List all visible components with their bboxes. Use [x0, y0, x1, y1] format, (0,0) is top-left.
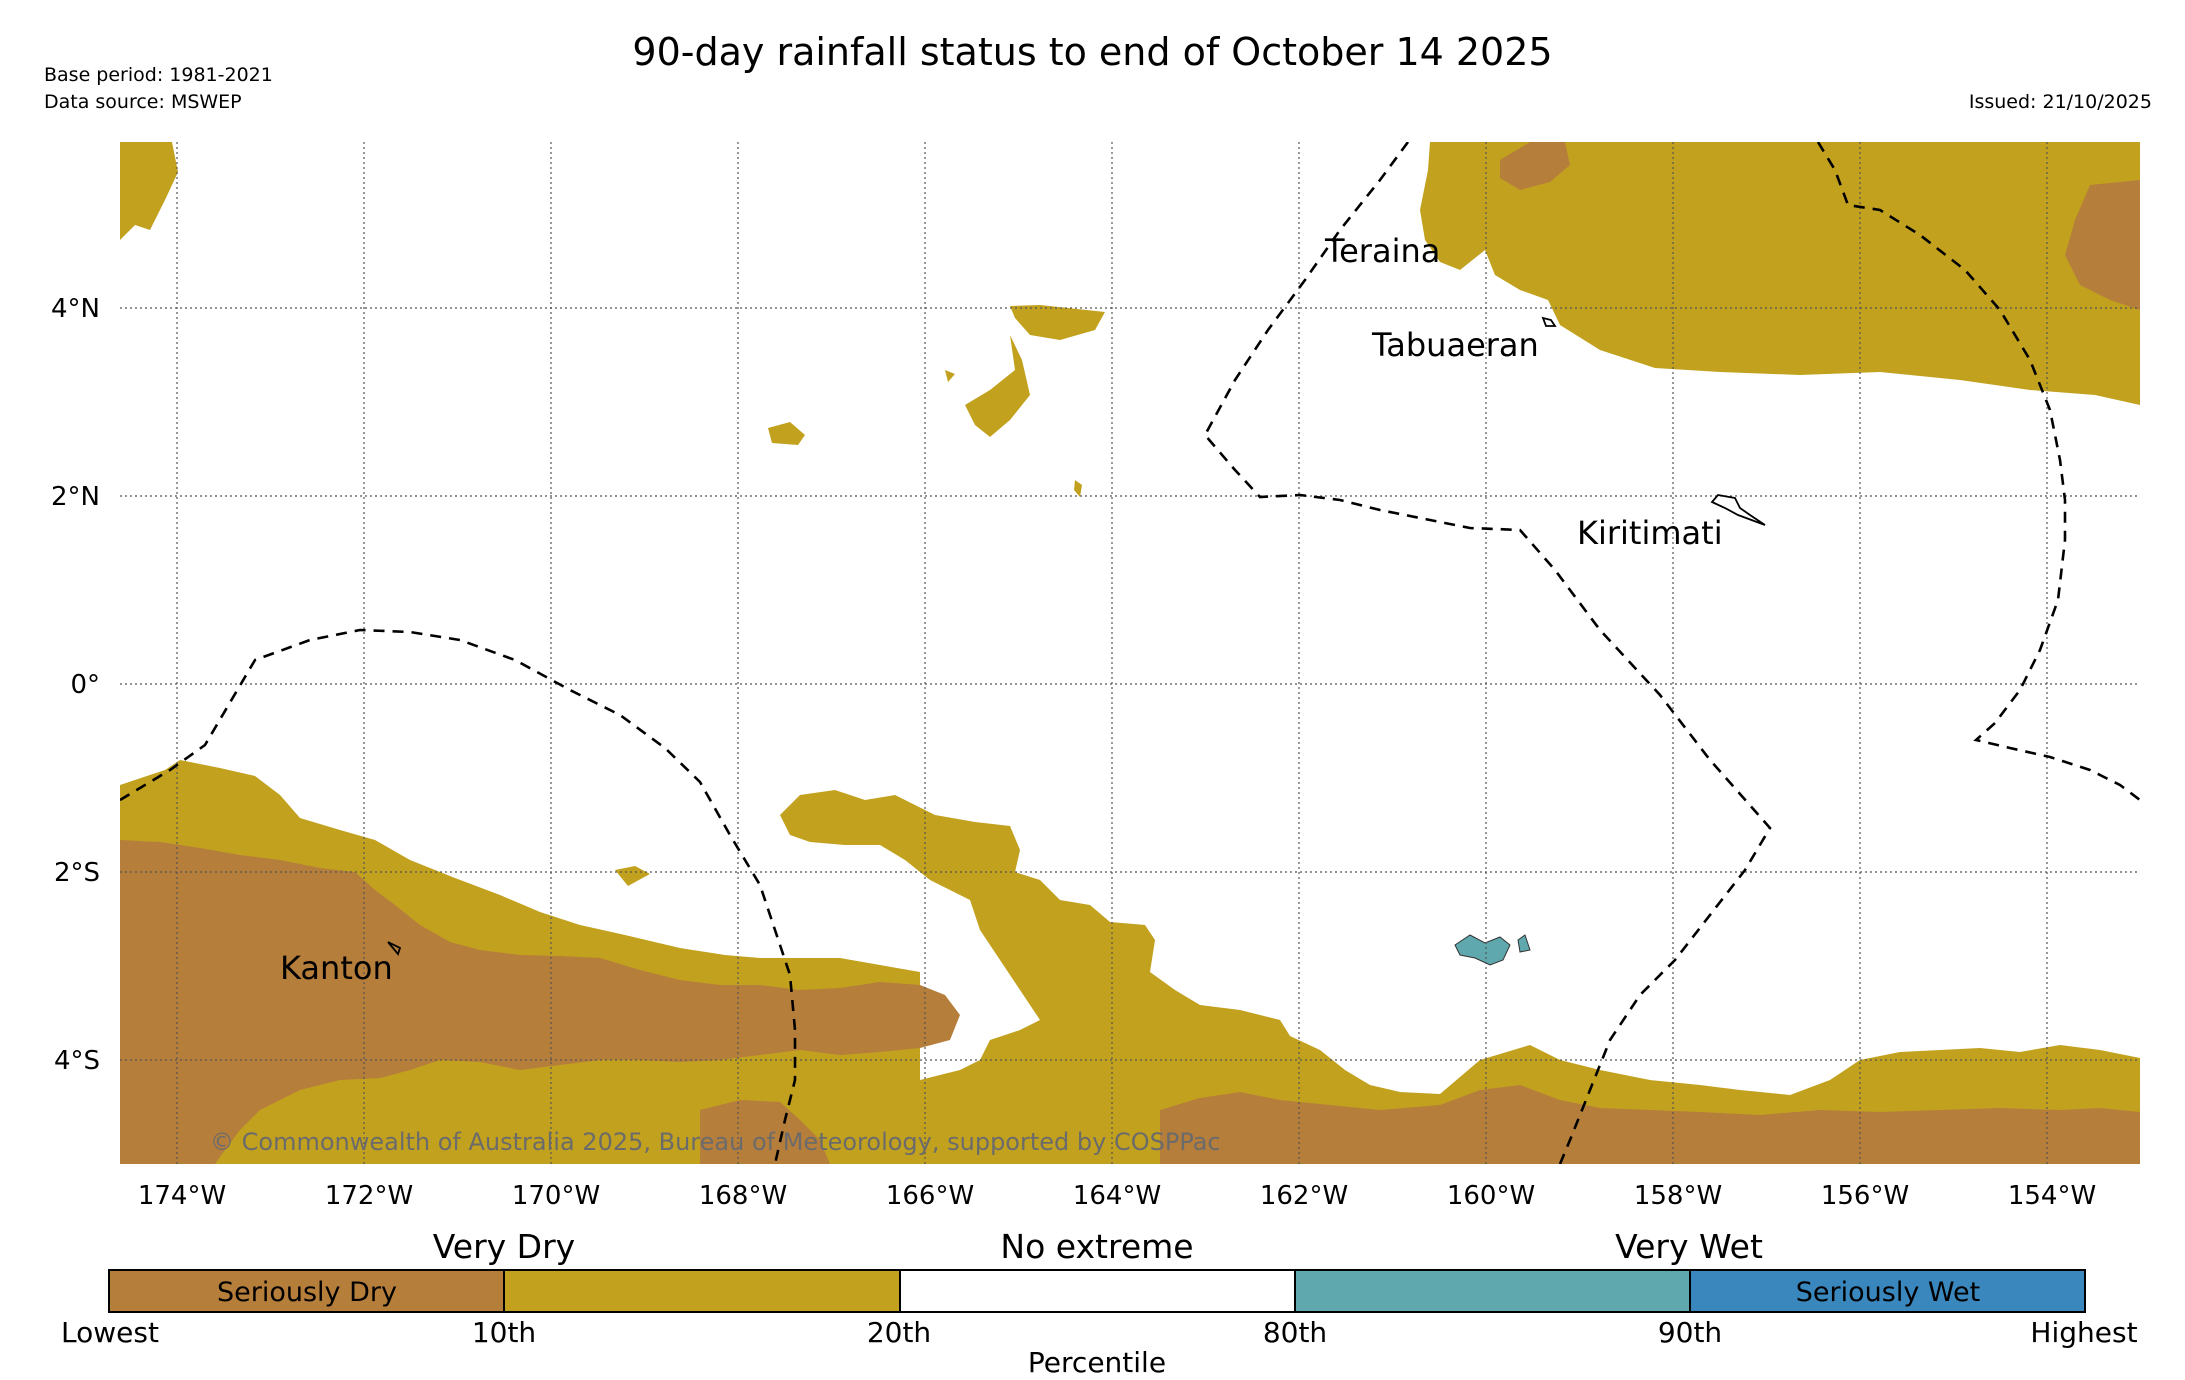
legend-tick: 20th	[867, 1316, 931, 1349]
lon-label: 168°W	[699, 1181, 787, 1211]
lon-label: 154°W	[2008, 1181, 2096, 1211]
legend-tick: 10th	[472, 1316, 536, 1349]
seriously-dry-region-west	[120, 840, 960, 1164]
lon-label: 174°W	[138, 1181, 226, 1211]
legend-swatch-seriously-dry	[108, 1269, 505, 1313]
lat-label: 4°S	[54, 1046, 100, 1076]
lon-label: 156°W	[1821, 1181, 1909, 1211]
very-dry-patch-5	[1074, 480, 1082, 497]
lat-label: 2°S	[54, 858, 100, 888]
seriously-dry-region-south-central	[700, 1100, 830, 1164]
lon-label: 162°W	[1260, 1181, 1348, 1211]
map-area: © Commonwealth of Australia 2025, Bureau…	[120, 142, 2140, 1164]
legend-tick: 80th	[1263, 1316, 1327, 1349]
very-dry-region-northeast	[1420, 142, 2140, 405]
legend-tick: Highest	[2030, 1316, 2137, 1349]
seriously-dry-regions	[120, 142, 2140, 1164]
copyright-notice: © Commonwealth of Australia 2025, Bureau…	[210, 1128, 1221, 1156]
legend-group-labels: Very Dry No extreme Very Wet	[433, 1227, 1763, 1266]
legend: Very Dry No extreme Very Wet Seriously D…	[61, 1227, 2138, 1379]
lon-label: 160°W	[1447, 1181, 1535, 1211]
legend-swatch-very-wet	[1294, 1269, 1691, 1313]
header-meta: Base period: 1981-2021 Data source: MSWE…	[44, 62, 273, 116]
place-label-kanton: Kanton	[280, 949, 393, 987]
very-dry-region-northwest-corner	[120, 142, 178, 240]
legend-ticks: Lowest 10th 20th 80th 90th Highest	[61, 1316, 2138, 1349]
island-kiritimati-outline	[1710, 494, 1766, 526]
island-outlines	[387, 316, 1766, 956]
data-source: Data source: MSWEP	[44, 91, 242, 113]
lon-label: 166°W	[886, 1181, 974, 1211]
legend-group-very-wet: Very Wet	[1615, 1227, 1763, 1266]
legend-label-seriously-wet: Seriously Wet	[1796, 1277, 1980, 1308]
very-dry-patch-3	[768, 422, 805, 445]
base-period: Base period: 1981-2021	[44, 64, 273, 86]
very-wet-regions	[1454, 934, 1531, 966]
very-dry-region-central	[780, 790, 2140, 1164]
legend-colorbar	[108, 1269, 2086, 1313]
place-label-teraina: Teraina	[1324, 232, 1440, 270]
eez-boundaries	[120, 142, 2140, 1164]
legend-group-very-dry: Very Dry	[433, 1227, 575, 1266]
island-kanton-outline	[387, 941, 402, 956]
lat-label: 0°	[70, 670, 100, 700]
legend-group-no-extreme: No extreme	[1000, 1227, 1193, 1266]
lat-label: 2°N	[51, 482, 100, 512]
very-wet-patch	[1454, 934, 1511, 966]
very-dry-patch-1	[1010, 305, 1105, 340]
issued-date: Issued: 21/10/2025	[1968, 91, 2152, 113]
eez-boundary-line-east	[1816, 142, 2140, 802]
legend-label-seriously-dry: Seriously Dry	[217, 1277, 397, 1308]
lon-label: 172°W	[325, 1181, 413, 1211]
seriously-dry-region-northeast	[2065, 180, 2140, 310]
seriously-dry-region-south-east	[1160, 1085, 2140, 1164]
eez-boundary-line-west	[1203, 142, 1772, 1164]
lon-label: 164°W	[1073, 1181, 1161, 1211]
island-tabuaeran-outline	[1541, 316, 1557, 327]
very-dry-patch-2	[965, 335, 1030, 437]
graticule	[120, 142, 2140, 1164]
place-label-tabuaeran: Tabuaeran	[1371, 326, 1539, 364]
chart-title: 90-day rainfall status to end of October…	[632, 30, 1553, 74]
lon-label: 158°W	[1634, 1181, 1722, 1211]
legend-swatch-no-extreme	[899, 1269, 1296, 1313]
legend-axis-title: Percentile	[1028, 1346, 1166, 1379]
lon-label: 170°W	[512, 1181, 600, 1211]
legend-tick: 90th	[1658, 1316, 1722, 1349]
legend-swatch-very-dry	[503, 1269, 901, 1313]
legend-tick: Lowest	[61, 1316, 159, 1349]
longitude-labels: 174°W 172°W 170°W 168°W 166°W 164°W 162°…	[138, 1181, 2096, 1211]
lat-label: 4°N	[51, 294, 100, 324]
place-label-kiritimati: Kiritimati	[1577, 514, 1723, 552]
latitude-labels: 4°N 2°N 0° 2°S 4°S	[51, 294, 100, 1076]
very-dry-patch-6	[945, 370, 955, 382]
eez-boundary-phoenix	[120, 628, 797, 1164]
legend-swatch-seriously-wet	[1689, 1269, 2086, 1313]
very-wet-patch-small	[1517, 934, 1531, 953]
seriously-dry-region-north	[1500, 142, 1570, 190]
very-dry-patch-4	[615, 866, 650, 886]
